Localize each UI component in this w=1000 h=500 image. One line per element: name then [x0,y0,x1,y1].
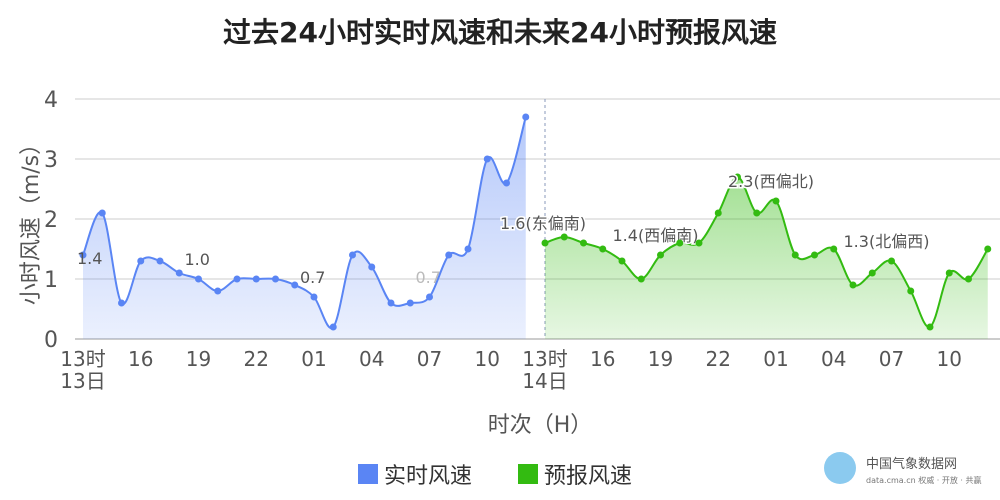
watermark-name: 中国气象数据网 [866,456,957,472]
legend-label: 实时风速 [384,464,472,489]
point [618,257,626,265]
point [676,239,684,247]
x-tick-label: 10 [936,347,962,371]
point [753,209,761,217]
x-tick-label: 16 [590,347,616,371]
point [907,287,915,295]
point [195,275,202,283]
data-label: 1.6(东偏南) [500,214,586,233]
point [118,299,125,307]
point [811,251,818,259]
point [329,323,337,331]
watermark-sub: data.cma.cn 权威 · 开放 · 共赢 [866,475,981,485]
point [426,293,433,301]
x-tick-label: 19 [647,347,674,371]
point [791,251,799,259]
point [984,245,992,253]
y-axis-title: 小时风速（m/s） [19,133,44,305]
data-label: 0.7 [416,268,441,287]
point [522,113,530,121]
point [868,269,876,277]
line [82,116,527,330]
point [637,275,645,283]
point [98,209,106,217]
point [734,173,741,181]
point [849,281,857,289]
point [252,275,260,283]
point [599,245,607,253]
watermark-logo [824,452,856,484]
x-tick-label: 22 [243,347,269,371]
y-tick-label: 1 [44,268,58,293]
point [156,257,164,265]
point [368,263,376,271]
point [137,257,145,265]
x-tick-label: 13时 14日 [522,347,568,393]
data-label: 1.3(北偏西) [844,232,930,251]
point [560,233,568,241]
point [464,245,472,253]
x-tick-label: 19 [185,347,212,371]
point [175,269,183,277]
x-tick-label: 01 [763,347,789,371]
point [387,299,395,307]
x-tick-label: 07 [416,347,443,371]
y-tick-label: 2 [44,208,58,233]
x-tick-label: 16 [128,347,154,371]
point [772,197,780,205]
point [233,275,241,283]
x-tick-label: 01 [301,347,327,371]
data-label: 0.7 [300,268,325,287]
point [503,179,510,187]
data-label: 1.0 [185,250,210,269]
point [657,251,664,259]
x-tick-label: 10 [474,347,500,371]
point [445,251,453,259]
point [483,155,491,163]
area [83,117,526,339]
point [830,245,838,253]
data-label: 1.4(西偏南) [613,226,699,245]
point [926,323,934,331]
point [965,275,972,283]
point [214,287,222,295]
point [310,293,318,301]
x-tick-label: 22 [705,347,731,371]
point [272,275,279,283]
point [349,251,356,259]
point [695,239,703,247]
data-label: 2.3(西偏北) [728,172,814,191]
watermark: 中国气象数据网 data.cma.cn 权威 · 开放 · 共赢 [824,452,981,485]
point [714,209,722,217]
x-tick-label: 07 [878,347,905,371]
data-label: 1.4 [77,249,102,268]
point [888,257,895,265]
point [79,251,87,259]
x-tick-label: 04 [821,347,847,371]
y-tick-label: 3 [44,148,58,173]
x-tick-label: 04 [359,347,385,371]
point [945,269,953,277]
area [545,177,988,339]
legend-swatch [518,464,538,484]
point [291,281,299,289]
chart-title: 过去24小时实时风速和未来24小时预报风速 [223,16,777,49]
y-tick-label: 4 [44,88,58,113]
x-tick-label: 13时 13日 [60,347,106,393]
x-axis-title: 时次（H） [488,413,593,438]
point [541,239,549,247]
point [406,299,414,307]
point [580,239,587,247]
y-tick-label: 0 [44,328,58,353]
legend-swatch [358,464,378,484]
legend-label: 预报风速 [544,464,632,489]
